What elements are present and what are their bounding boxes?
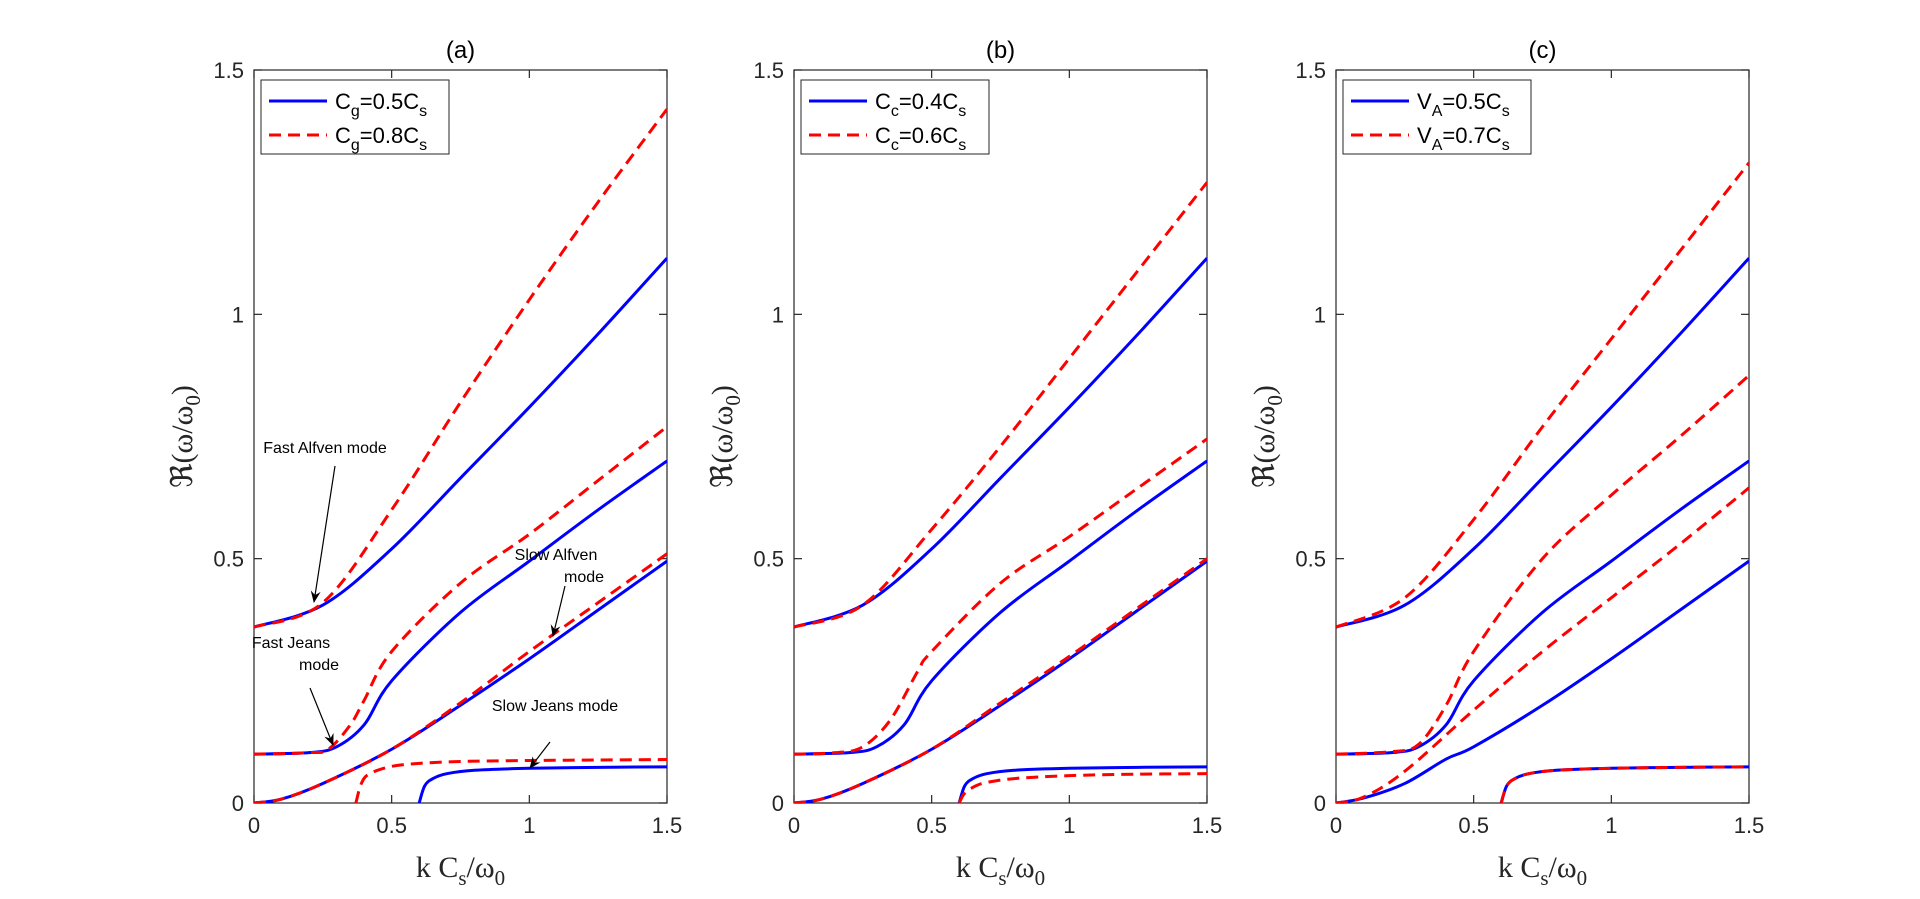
y-tick-label: 1 (1314, 302, 1326, 327)
dashed-curve-1 (1336, 161, 1749, 629)
y-tick-label: 1.5 (1295, 58, 1326, 83)
dashed-curve-2 (254, 425, 667, 756)
x-tick-label: 1.5 (652, 813, 683, 838)
y-tick-label: 0 (232, 791, 244, 816)
solid-curve-1 (254, 257, 667, 629)
x-axis-label: k Cs/ω0 (956, 851, 1045, 890)
dashed-curve-4 (1499, 765, 1749, 803)
x-tick-label: 1.5 (1192, 813, 1223, 838)
annotation-arrow (550, 585, 566, 637)
solid-curve-2 (1336, 459, 1749, 756)
y-tick-label: 1 (772, 302, 784, 327)
annotation-text: Slow Jeans mode (492, 698, 618, 715)
x-tick-label: 0 (248, 813, 260, 838)
x-tick-label: 0 (788, 813, 800, 838)
dashed-curve-1 (254, 108, 667, 629)
legend-entry-solid: VA=0.5Cs (1417, 89, 1510, 120)
series-group (254, 108, 667, 803)
legend-entry-solid: Cg=0.5Cs (335, 89, 427, 120)
solid-curve-1 (794, 257, 1207, 629)
y-tick-label: 0.5 (1295, 547, 1326, 572)
axes-box-a (253, 69, 668, 804)
dashed-curve-3 (794, 557, 1207, 803)
x-axis-label: k Cs/ω0 (416, 851, 505, 890)
y-tick-label: 1.5 (213, 58, 244, 83)
x-tick-label: 1 (1605, 813, 1617, 838)
solid-curve-3 (1336, 559, 1749, 803)
annotation-2: Slow Alfven mode (515, 547, 604, 637)
annotation-4: Slow Jeans mode (492, 698, 618, 769)
y-tick-label: 1.5 (753, 58, 784, 83)
solid-curve-2 (254, 459, 667, 756)
y-tick-label: 0.5 (213, 547, 244, 572)
x-tick-label: 1 (1063, 813, 1075, 838)
legend-entry-dashed: VA=0.7Cs (1417, 123, 1510, 154)
panel-title-b: (b) (986, 37, 1015, 64)
annotation-text: Fast Alfven mode (263, 440, 387, 457)
x-tick-label: 0.5 (916, 813, 947, 838)
legend-entry-solid: Cc=0.4Cs (875, 89, 966, 120)
axes-box-b (793, 69, 1208, 804)
x-tick-label: 0.5 (376, 813, 407, 838)
legend-box (1342, 79, 1532, 155)
dashed-curve-2 (794, 437, 1207, 756)
panel-title-a: (a) (446, 37, 475, 64)
y-axis-label: ℜ(ω/ω0) (166, 385, 205, 488)
solid-curve-3 (794, 559, 1207, 803)
annotation-arrow (309, 687, 334, 746)
dashed-curve-3 (254, 552, 667, 803)
y-tick-label: 0 (772, 791, 784, 816)
annotation-arrow (529, 741, 551, 769)
solid-curve-4 (417, 765, 667, 803)
x-tick-label: 0 (1330, 813, 1342, 838)
dashed-curve-2 (1336, 374, 1749, 756)
solid-curve-2 (794, 459, 1207, 756)
y-tick-label: 0.5 (753, 547, 784, 572)
solid-curve-4 (957, 765, 1207, 803)
y-axis-label: ℜ(ω/ω0) (706, 385, 745, 488)
x-axis-label: k Cs/ω0 (1498, 851, 1587, 890)
series-group (794, 181, 1207, 803)
series-group (1336, 161, 1749, 803)
panel-b: 0 0.5 1 1.5 0 0.5 1 1.5 (b) k Cs/ω0 ℜ(ω/ω0) Cc=0.4C… (706, 37, 1222, 890)
dashed-curve-4 (354, 758, 667, 803)
x-tick-label: 0.5 (1458, 813, 1489, 838)
annotation-3: Fast Jeans mode (252, 635, 339, 746)
legend-box (260, 79, 450, 155)
panel-a: 0 0.5 1 1.5 0 0.5 1 1.5 (a) k Cs/ω0 ℜ(ω/ω0) Cg=0.5C… (166, 37, 682, 890)
panel-title-c: (c) (1529, 37, 1557, 64)
annotation-1: Fast Alfven mode (263, 440, 387, 603)
legend-entry-dashed: Cg=0.8Cs (335, 123, 427, 154)
dashed-curve-1 (794, 181, 1207, 629)
y-axis-label: ℜ(ω/ω0) (1248, 385, 1287, 488)
y-tick-label: 0 (1314, 791, 1326, 816)
annotation-arrow (310, 465, 336, 603)
x-tick-label: 1 (523, 813, 535, 838)
annotation-text: Fast Jeans mode (252, 635, 339, 674)
dashed-curve-3 (1336, 486, 1749, 803)
annotation-text: Slow Alfven mode (515, 547, 604, 586)
y-tick-label: 1 (232, 302, 244, 327)
solid-curve-1 (1336, 257, 1749, 629)
axes-box-c (1335, 69, 1750, 804)
legend-box (800, 79, 990, 155)
x-tick-label: 1.5 (1734, 813, 1765, 838)
panel-c: 0 0.5 1 1.5 0 0.5 1 1.5 (c) k Cs/ω0 ℜ(ω/ω0) VA=0.5C… (1248, 37, 1764, 890)
legend-entry-dashed: Cc=0.6Cs (875, 123, 966, 154)
